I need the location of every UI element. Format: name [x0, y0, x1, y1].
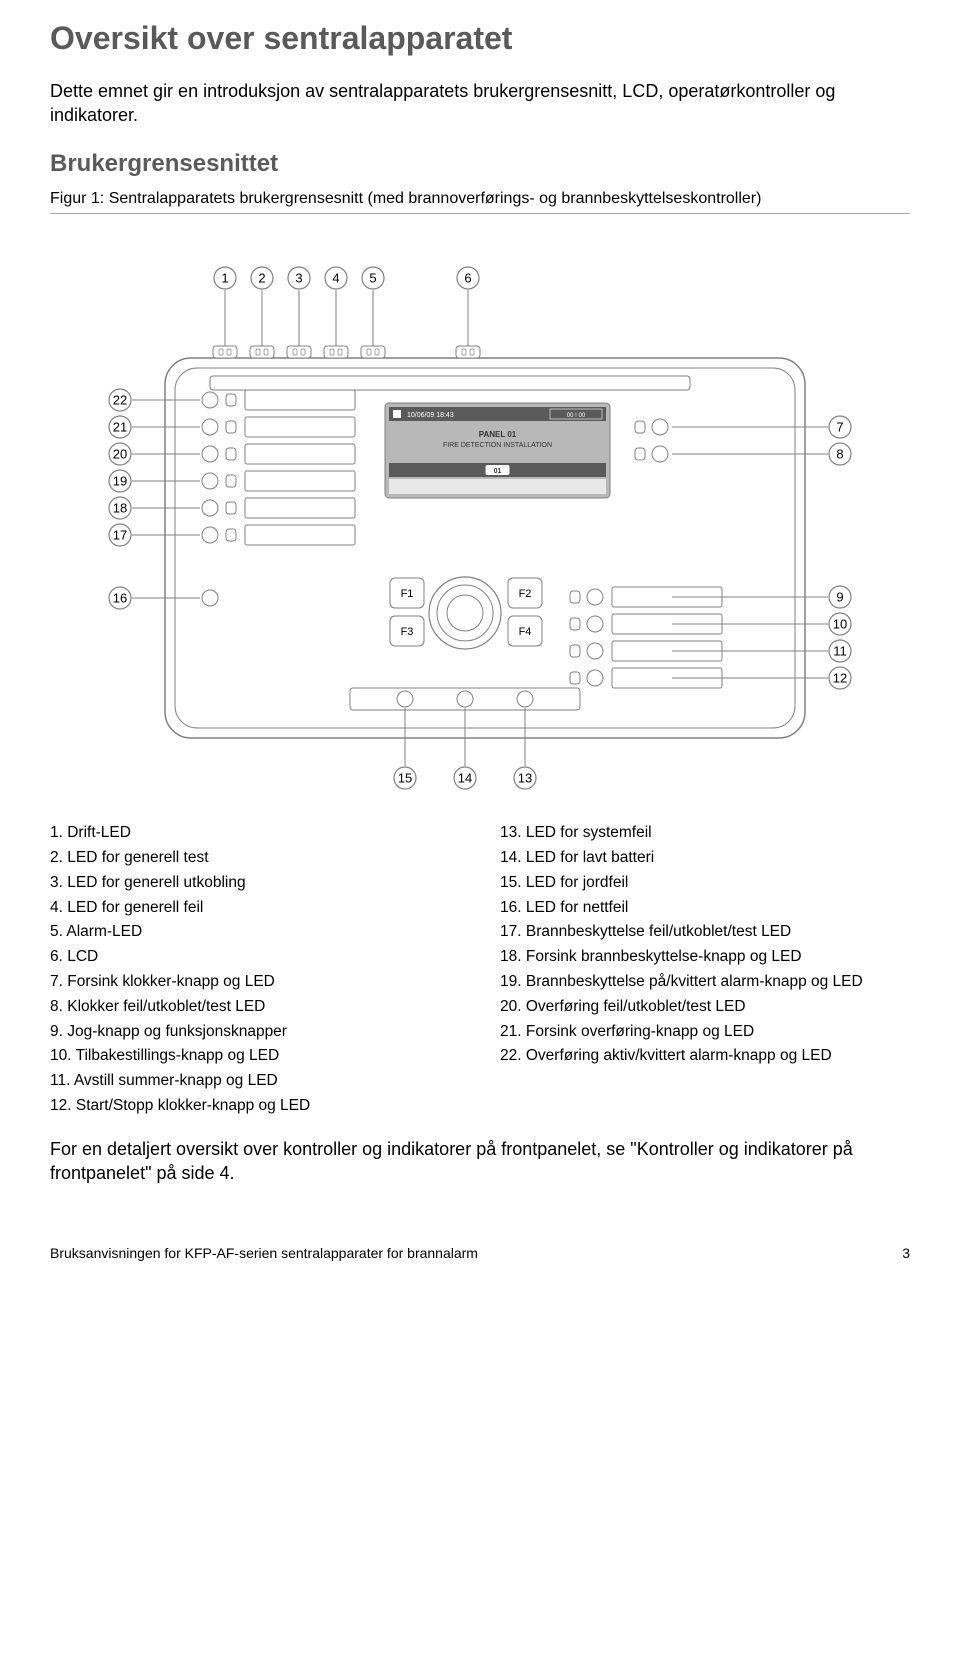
- legend-item: 4. LED for generell feil: [50, 896, 460, 921]
- svg-text:17: 17: [113, 528, 127, 543]
- closing-paragraph: For en detaljert oversikt over kontrolle…: [50, 1137, 910, 1186]
- svg-text:10: 10: [833, 617, 847, 632]
- legend-item: 15. LED for jordfeil: [500, 871, 910, 896]
- svg-text:F2: F2: [519, 588, 532, 600]
- svg-text:21: 21: [113, 420, 127, 435]
- svg-text:20: 20: [113, 447, 127, 462]
- page-title: Oversikt over sentralapparatet: [50, 20, 910, 57]
- legend: 1. Drift-LED2. LED for generell test3. L…: [50, 821, 910, 1119]
- svg-text:18: 18: [113, 501, 127, 516]
- svg-text:12: 12: [833, 671, 847, 686]
- svg-text:00 ! 00: 00 ! 00: [567, 413, 586, 419]
- legend-column-right: 13. LED for systemfeil14. LED for lavt b…: [500, 821, 910, 1119]
- panel-diagram: 10/06/09 18:43 00 ! 00 PANEL 01 FIRE DETECT…: [50, 218, 910, 803]
- legend-item: 3. LED for generell utkobling: [50, 871, 460, 896]
- legend-item: 22. Overføring aktiv/kvittert alarm-knap…: [500, 1044, 910, 1069]
- svg-text:13: 13: [518, 771, 532, 786]
- page-footer: Bruksanvisningen for KFP-AF-serien sentr…: [50, 1245, 910, 1261]
- svg-text:F4: F4: [519, 626, 532, 638]
- svg-text:FIRE DETECTION INSTALLATION: FIRE DETECTION INSTALLATION: [443, 442, 552, 449]
- legend-item: 21. Forsink overføring-knapp og LED: [500, 1020, 910, 1045]
- svg-text:8: 8: [836, 447, 843, 462]
- legend-item: 16. LED for nettfeil: [500, 896, 910, 921]
- svg-text:11: 11: [833, 644, 847, 659]
- svg-text:PANEL 01: PANEL 01: [479, 430, 517, 439]
- svg-text:5: 5: [369, 271, 376, 286]
- svg-text:15: 15: [398, 771, 412, 786]
- figure-caption: Figur 1: Sentralapparatets brukergrenses…: [50, 188, 910, 215]
- svg-text:2: 2: [258, 271, 265, 286]
- svg-text:6: 6: [464, 271, 471, 286]
- legend-item: 11. Avstill summer-knapp og LED: [50, 1069, 460, 1094]
- legend-item: 14. LED for lavt batteri: [500, 846, 910, 871]
- legend-item: 17. Brannbeskyttelse feil/utkoblet/test …: [500, 920, 910, 945]
- section-heading: Brukergrensesnittet: [50, 150, 910, 178]
- svg-text:10/06/09 18:43: 10/06/09 18:43: [407, 412, 454, 419]
- footer-text: Bruksanvisningen for KFP-AF-serien sentr…: [50, 1245, 478, 1261]
- svg-text:16: 16: [113, 591, 127, 606]
- legend-item: 7. Forsink klokker-knapp og LED: [50, 970, 460, 995]
- svg-text:3: 3: [295, 271, 302, 286]
- legend-item: 19. Brannbeskyttelse på/kvittert alarm-k…: [500, 970, 910, 995]
- svg-text:9: 9: [836, 590, 843, 605]
- svg-text:01: 01: [494, 468, 502, 475]
- intro-paragraph: Dette emnet gir en introduksjon av sentr…: [50, 79, 910, 128]
- svg-text:F1: F1: [401, 588, 414, 600]
- legend-item: 9. Jog-knapp og funksjonsknapper: [50, 1020, 460, 1045]
- legend-column-left: 1. Drift-LED2. LED for generell test3. L…: [50, 821, 460, 1119]
- legend-item: 6. LCD: [50, 945, 460, 970]
- svg-text:22: 22: [113, 393, 127, 408]
- svg-text:19: 19: [113, 474, 127, 489]
- svg-text:4: 4: [332, 271, 339, 286]
- svg-text:14: 14: [458, 771, 472, 786]
- legend-item: 13. LED for systemfeil: [500, 821, 910, 846]
- svg-text:7: 7: [836, 420, 843, 435]
- footer-page-number: 3: [902, 1245, 910, 1261]
- legend-item: 1. Drift-LED: [50, 821, 460, 846]
- svg-text:1: 1: [221, 271, 228, 286]
- svg-text:F3: F3: [401, 626, 414, 638]
- legend-item: 8. Klokker feil/utkoblet/test LED: [50, 995, 460, 1020]
- legend-item: 18. Forsink brannbeskyttelse-knapp og LE…: [500, 945, 910, 970]
- legend-item: 12. Start/Stopp klokker-knapp og LED: [50, 1094, 460, 1119]
- legend-item: 5. Alarm-LED: [50, 920, 460, 945]
- legend-item: 20. Overføring feil/utkoblet/test LED: [500, 995, 910, 1020]
- legend-item: 10. Tilbakestillings-knapp og LED: [50, 1044, 460, 1069]
- legend-item: 2. LED for generell test: [50, 846, 460, 871]
